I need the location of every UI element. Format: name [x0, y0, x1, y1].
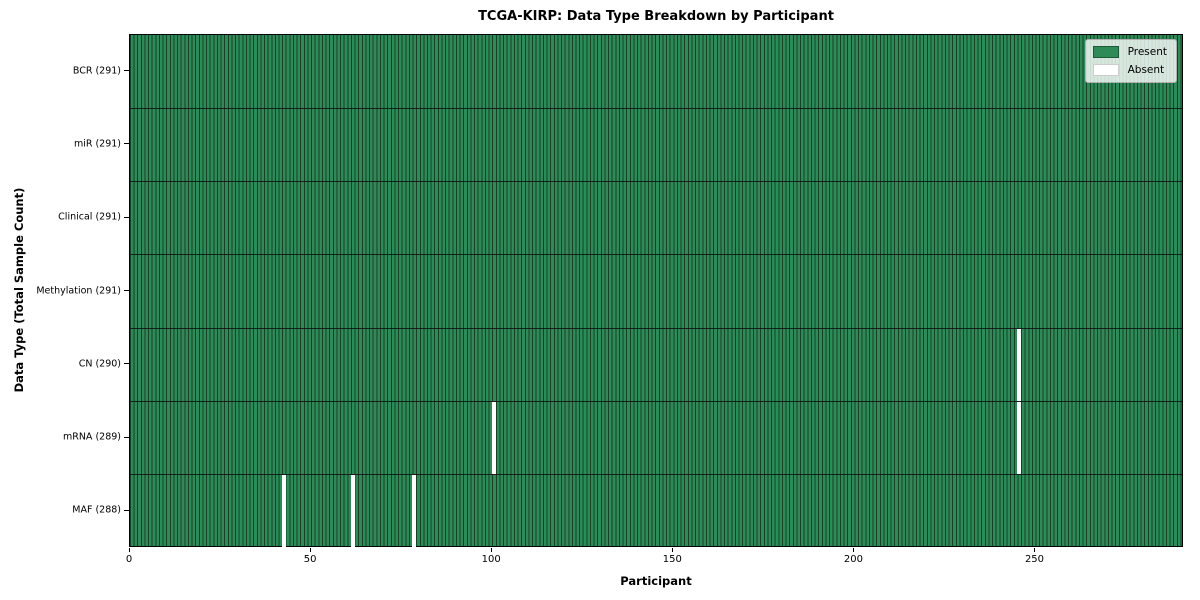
x-tick-mark: [490, 548, 492, 552]
y-tick-mark: [124, 363, 129, 365]
legend-swatch-absent-icon: [1092, 64, 1119, 76]
legend-label: Present: [1127, 46, 1167, 58]
x-tick-label-50: 50: [303, 554, 317, 565]
absent-gap-MAF-42: [281, 475, 286, 548]
x-tick-mark: [1033, 548, 1035, 552]
absent-gap-mRNA-100: [491, 401, 496, 475]
y-tick-label-Clinical: Clinical (291): [58, 211, 121, 223]
x-tick-mark: [128, 548, 130, 552]
y-tick-label-MAF: MAF (288): [72, 504, 121, 516]
plot-area: Present Absent: [129, 34, 1183, 548]
y-tick-label-mRNA: mRNA (289): [62, 431, 121, 443]
x-tick-label-150: 150: [662, 554, 682, 565]
y-tick-mark: [124, 290, 129, 291]
x-tick-label-0: 0: [125, 554, 133, 565]
row-boundary-line: [130, 181, 1182, 183]
x-tick-label-250: 250: [1024, 554, 1045, 565]
legend-entry-present: Present: [1092, 46, 1167, 58]
y-tick-label-CN: CN (290): [78, 358, 121, 370]
y-tick-mark: [124, 509, 129, 511]
row-boundary-line: [130, 254, 1182, 256]
y-tick-label-Methylation: Methylation (291): [36, 285, 121, 296]
absent-gap-MAF-61: [350, 475, 355, 548]
legend: Present Absent: [1084, 39, 1177, 83]
row-boundary-line: [130, 400, 1182, 402]
row-boundary-line: [130, 327, 1182, 329]
y-tick-label-BCR: BCR (291): [72, 65, 121, 77]
row-boundary-line: [130, 107, 1182, 109]
absent-gap-mRNA-245: [1017, 401, 1022, 475]
y-tick-label-miR: miR (291): [73, 138, 121, 150]
y-tick-mark: [124, 70, 129, 72]
x-tick-mark: [309, 548, 311, 552]
absent-gap-CN-245: [1017, 328, 1022, 401]
legend-entry-absent: Absent: [1092, 64, 1167, 76]
y-tick-mark: [124, 436, 129, 438]
y-tick-mark: [124, 216, 129, 218]
absent-gap-MAF-78: [412, 475, 417, 548]
row-boundary-line: [130, 474, 1182, 476]
legend-label: Absent: [1127, 64, 1165, 76]
x-tick-label-100: 100: [481, 554, 501, 565]
x-tick-mark: [671, 548, 673, 552]
x-axis-label: Participant: [620, 574, 692, 588]
x-tick-label-200: 200: [843, 554, 863, 565]
x-tick-mark: [852, 548, 854, 552]
y-tick-mark: [124, 143, 129, 145]
chart-title: TCGA-KIRP: Data Type Breakdown by Partic…: [478, 9, 834, 24]
legend-swatch-present-icon: [1092, 46, 1119, 58]
